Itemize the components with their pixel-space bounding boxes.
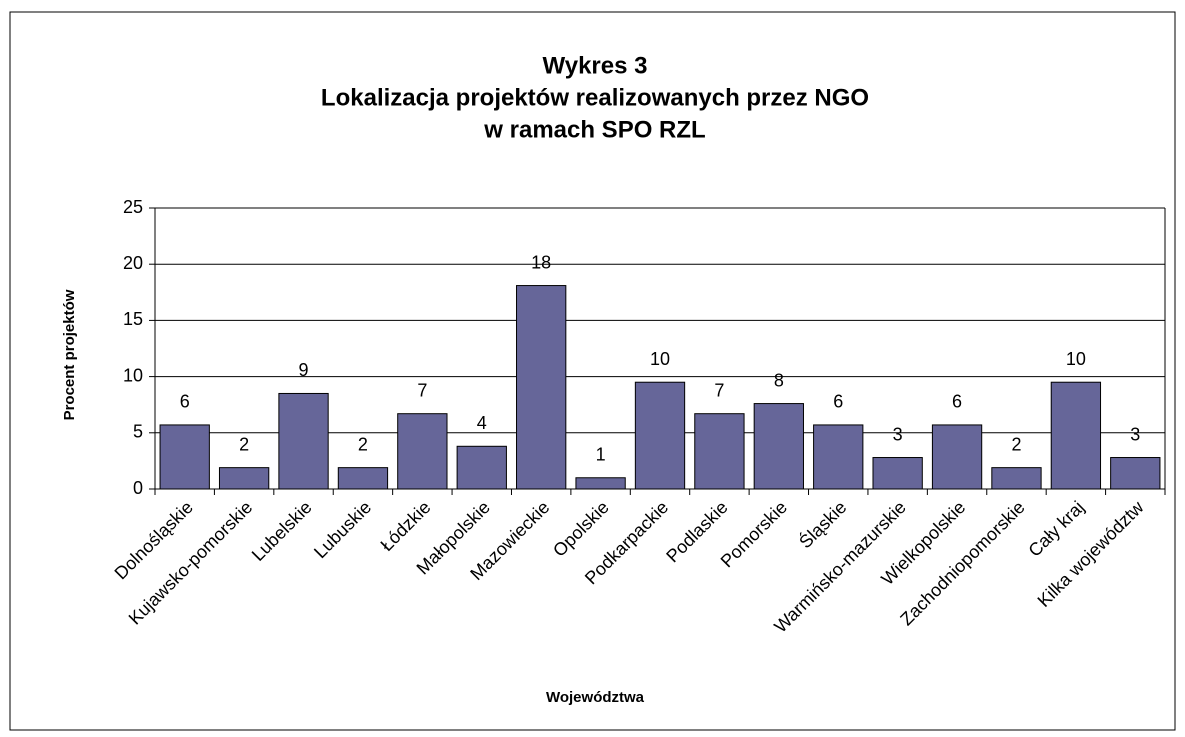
data-label: 2 xyxy=(239,434,249,454)
data-label: 6 xyxy=(833,392,843,412)
chart-border xyxy=(9,11,1176,731)
chart-title: Wykres 3 xyxy=(543,52,648,79)
chart-title: Lokalizacja projektów realizowanych prze… xyxy=(321,84,869,111)
bar xyxy=(397,413,448,490)
data-label: 7 xyxy=(417,380,427,400)
data-label: 18 xyxy=(531,252,551,272)
data-label: 8 xyxy=(774,370,784,390)
y-axis-label: Procent projektów xyxy=(61,289,78,420)
bar xyxy=(1050,381,1102,490)
data-label: 6 xyxy=(180,392,190,412)
bar xyxy=(516,285,567,490)
bar xyxy=(991,467,1042,490)
y-tick-label: 10 xyxy=(123,365,143,385)
bar xyxy=(753,403,804,490)
bar xyxy=(218,467,270,490)
bar xyxy=(159,424,210,490)
bar xyxy=(813,424,864,490)
bar xyxy=(872,457,923,490)
y-tick-label: 20 xyxy=(123,253,143,273)
y-tick-label: 5 xyxy=(133,422,143,442)
bar xyxy=(634,381,686,490)
y-tick-label: 25 xyxy=(123,197,143,217)
bar xyxy=(931,424,983,490)
y-tick-label: 0 xyxy=(133,478,143,498)
data-label: 2 xyxy=(358,434,368,454)
y-tick-label: 15 xyxy=(123,309,143,329)
bar xyxy=(456,445,507,490)
bar xyxy=(337,467,389,490)
data-label: 1 xyxy=(596,445,606,465)
bar xyxy=(694,413,745,490)
data-label: 3 xyxy=(1130,424,1140,444)
data-label: 3 xyxy=(893,424,903,444)
data-label: 10 xyxy=(1066,349,1086,369)
data-label: 4 xyxy=(477,413,487,433)
data-label: 6 xyxy=(952,392,962,412)
bar xyxy=(278,392,329,490)
bar xyxy=(575,477,626,490)
bar xyxy=(1110,457,1161,490)
data-label: 9 xyxy=(299,360,309,380)
chart-title: w ramach SPO RZL xyxy=(483,116,705,143)
data-label: 10 xyxy=(650,349,670,369)
x-axis-label: Województwa xyxy=(546,689,645,706)
data-label: 7 xyxy=(714,380,724,400)
data-label: 2 xyxy=(1011,434,1021,454)
